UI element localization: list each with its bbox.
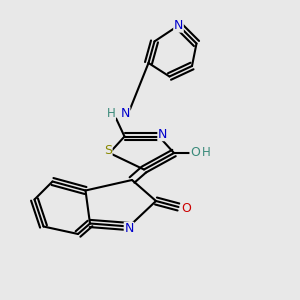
Text: N: N <box>174 19 183 32</box>
Text: O: O <box>181 202 191 215</box>
Text: H: H <box>106 107 116 120</box>
Text: H: H <box>202 146 211 159</box>
Text: N: N <box>158 128 167 141</box>
Text: N: N <box>120 107 130 120</box>
Text: N: N <box>124 222 134 236</box>
Text: S: S <box>104 144 112 157</box>
Text: O: O <box>190 146 200 159</box>
